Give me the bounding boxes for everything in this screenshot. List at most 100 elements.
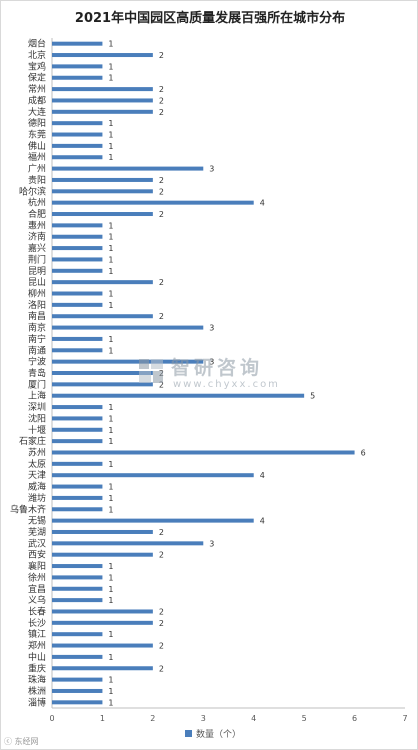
bar — [52, 586, 103, 591]
data-label: 1 — [108, 233, 113, 242]
x-tick-label: 6 — [352, 714, 357, 723]
data-label: 3 — [209, 539, 214, 548]
bar — [52, 484, 103, 489]
data-label: 1 — [108, 290, 113, 299]
legend-label: 数量（个） — [196, 728, 241, 740]
bar — [52, 416, 103, 421]
bar — [52, 666, 153, 671]
category-label: 郑州 — [28, 640, 46, 652]
bar — [52, 121, 103, 126]
data-label: 2 — [159, 176, 164, 185]
data-label: 1 — [108, 494, 113, 503]
bar — [52, 98, 153, 103]
data-labels: 1211222111132242111112112311322511116141… — [108, 40, 365, 708]
data-label: 4 — [260, 471, 265, 480]
data-label: 1 — [108, 301, 113, 310]
category-label: 西安 — [28, 549, 46, 561]
category-label: 昆山 — [28, 277, 46, 288]
data-label: 2 — [159, 312, 164, 321]
bar — [52, 518, 254, 523]
data-label: 1 — [108, 131, 113, 140]
bar — [52, 643, 153, 648]
chart-title: 2021年中国园区高质量发展百强所在城市分布 — [75, 10, 345, 26]
bar — [52, 632, 103, 637]
category-label: 乌鲁木齐 — [10, 503, 46, 515]
bar — [52, 700, 103, 705]
bar — [52, 688, 103, 693]
legend-swatch — [185, 730, 192, 737]
bar — [52, 325, 204, 330]
category-label: 南通 — [28, 344, 46, 356]
bar — [52, 654, 103, 659]
bar — [52, 234, 103, 239]
bar — [52, 155, 103, 160]
x-tick-label: 5 — [302, 714, 307, 723]
data-label: 2 — [159, 380, 164, 389]
data-label: 2 — [159, 607, 164, 616]
bar — [52, 371, 153, 375]
bar — [52, 529, 153, 534]
data-label: 1 — [108, 698, 113, 707]
data-label: 3 — [209, 165, 214, 174]
category-label: 十堰 — [28, 424, 46, 436]
category-label: 德阳 — [28, 117, 46, 129]
data-label: 1 — [108, 460, 113, 469]
bar — [52, 280, 153, 285]
category-label: 济南 — [28, 231, 46, 243]
data-label: 2 — [159, 664, 164, 673]
data-label: 1 — [108, 653, 113, 662]
bar — [52, 427, 103, 432]
data-label: 1 — [108, 483, 113, 492]
x-tick-label: 1 — [100, 714, 105, 723]
data-label: 1 — [108, 403, 113, 412]
data-label: 1 — [108, 255, 113, 264]
bar — [52, 439, 103, 444]
category-label: 青岛 — [28, 367, 46, 379]
category-label: 烟台 — [28, 38, 46, 50]
data-label: 4 — [260, 517, 265, 526]
bar — [52, 166, 204, 171]
data-label: 1 — [108, 426, 113, 435]
data-label: 1 — [108, 414, 113, 423]
data-label: 1 — [108, 119, 113, 128]
bar — [52, 109, 153, 114]
bar — [52, 677, 103, 682]
category-label: 大连 — [28, 106, 46, 118]
bar — [52, 223, 103, 228]
category-label: 威海 — [28, 481, 46, 493]
data-label: 4 — [260, 199, 265, 208]
x-tick-label: 7 — [402, 714, 407, 723]
data-label: 1 — [108, 335, 113, 344]
bar — [52, 132, 103, 137]
category-label: 宜昌 — [28, 583, 46, 595]
bar — [52, 564, 103, 569]
bar — [52, 41, 103, 46]
bar — [52, 143, 103, 148]
category-label: 贵阳 — [28, 174, 46, 186]
bar — [52, 507, 103, 512]
category-label: 常州 — [28, 83, 46, 95]
data-label: 3 — [209, 324, 214, 333]
bar — [52, 212, 153, 217]
category-label: 太原 — [28, 458, 46, 470]
data-label: 2 — [159, 369, 164, 378]
bar — [52, 405, 103, 410]
category-label: 中山 — [28, 651, 46, 663]
data-label: 2 — [159, 187, 164, 196]
category-label: 无锡 — [28, 516, 46, 527]
data-label: 3 — [209, 358, 214, 367]
data-label: 1 — [108, 562, 113, 571]
x-tick-label: 0 — [49, 714, 54, 723]
bar — [52, 53, 153, 58]
bar — [52, 246, 103, 251]
bar — [52, 552, 153, 557]
data-label: 2 — [159, 642, 164, 651]
category-label: 合肥 — [28, 208, 46, 220]
category-label: 宁波 — [28, 356, 46, 368]
data-label: 2 — [159, 96, 164, 105]
category-label: 苏州 — [28, 446, 46, 458]
data-label: 1 — [108, 346, 113, 355]
bar — [52, 461, 103, 466]
